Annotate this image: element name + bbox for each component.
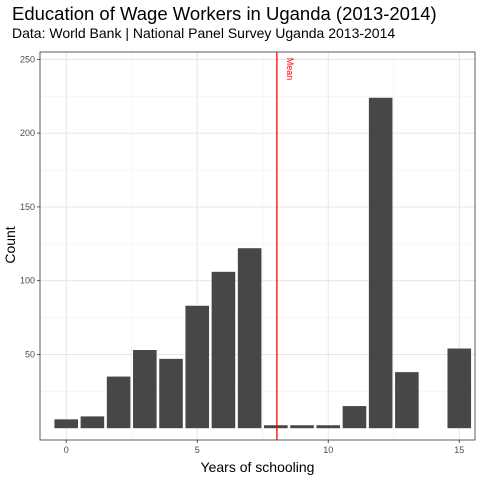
bar (54, 419, 78, 429)
chart-title: Education of Wage Workers in Uganda (201… (12, 3, 437, 24)
bar (211, 271, 236, 429)
y-tick-label: 200 (20, 128, 35, 138)
bar (264, 425, 288, 429)
x-tick-label: 10 (323, 445, 333, 455)
bar (133, 350, 157, 429)
bar (395, 372, 419, 429)
axis-ticks: 0 5 10 15 50 100 150 200 250 (20, 54, 464, 455)
bar (106, 376, 131, 429)
bars (54, 97, 472, 429)
y-axis-title: Count (2, 226, 18, 263)
bar (159, 358, 183, 429)
mean-marker: Mean (276, 52, 295, 440)
bar (290, 425, 314, 429)
x-tick-label: 5 (195, 445, 200, 455)
x-tick-label: 0 (64, 445, 69, 455)
bar (80, 416, 105, 429)
y-tick-label: 150 (20, 202, 35, 212)
y-tick-label: 250 (20, 54, 35, 64)
bar (316, 425, 341, 429)
bar (342, 406, 367, 429)
bar (368, 97, 393, 429)
plot-area: Mean (39, 51, 476, 441)
x-axis-title: Years of schooling (201, 459, 315, 475)
y-tick-label: 100 (20, 276, 35, 286)
bar (185, 305, 210, 429)
bar (447, 348, 472, 429)
y-tick-label: 50 (25, 349, 35, 359)
chart-subtitle: Data: World Bank | National Panel Survey… (12, 25, 395, 41)
bar (237, 248, 262, 429)
x-tick-label: 15 (454, 445, 464, 455)
panel-border (39, 51, 476, 441)
mean-label: Mean (285, 58, 295, 81)
